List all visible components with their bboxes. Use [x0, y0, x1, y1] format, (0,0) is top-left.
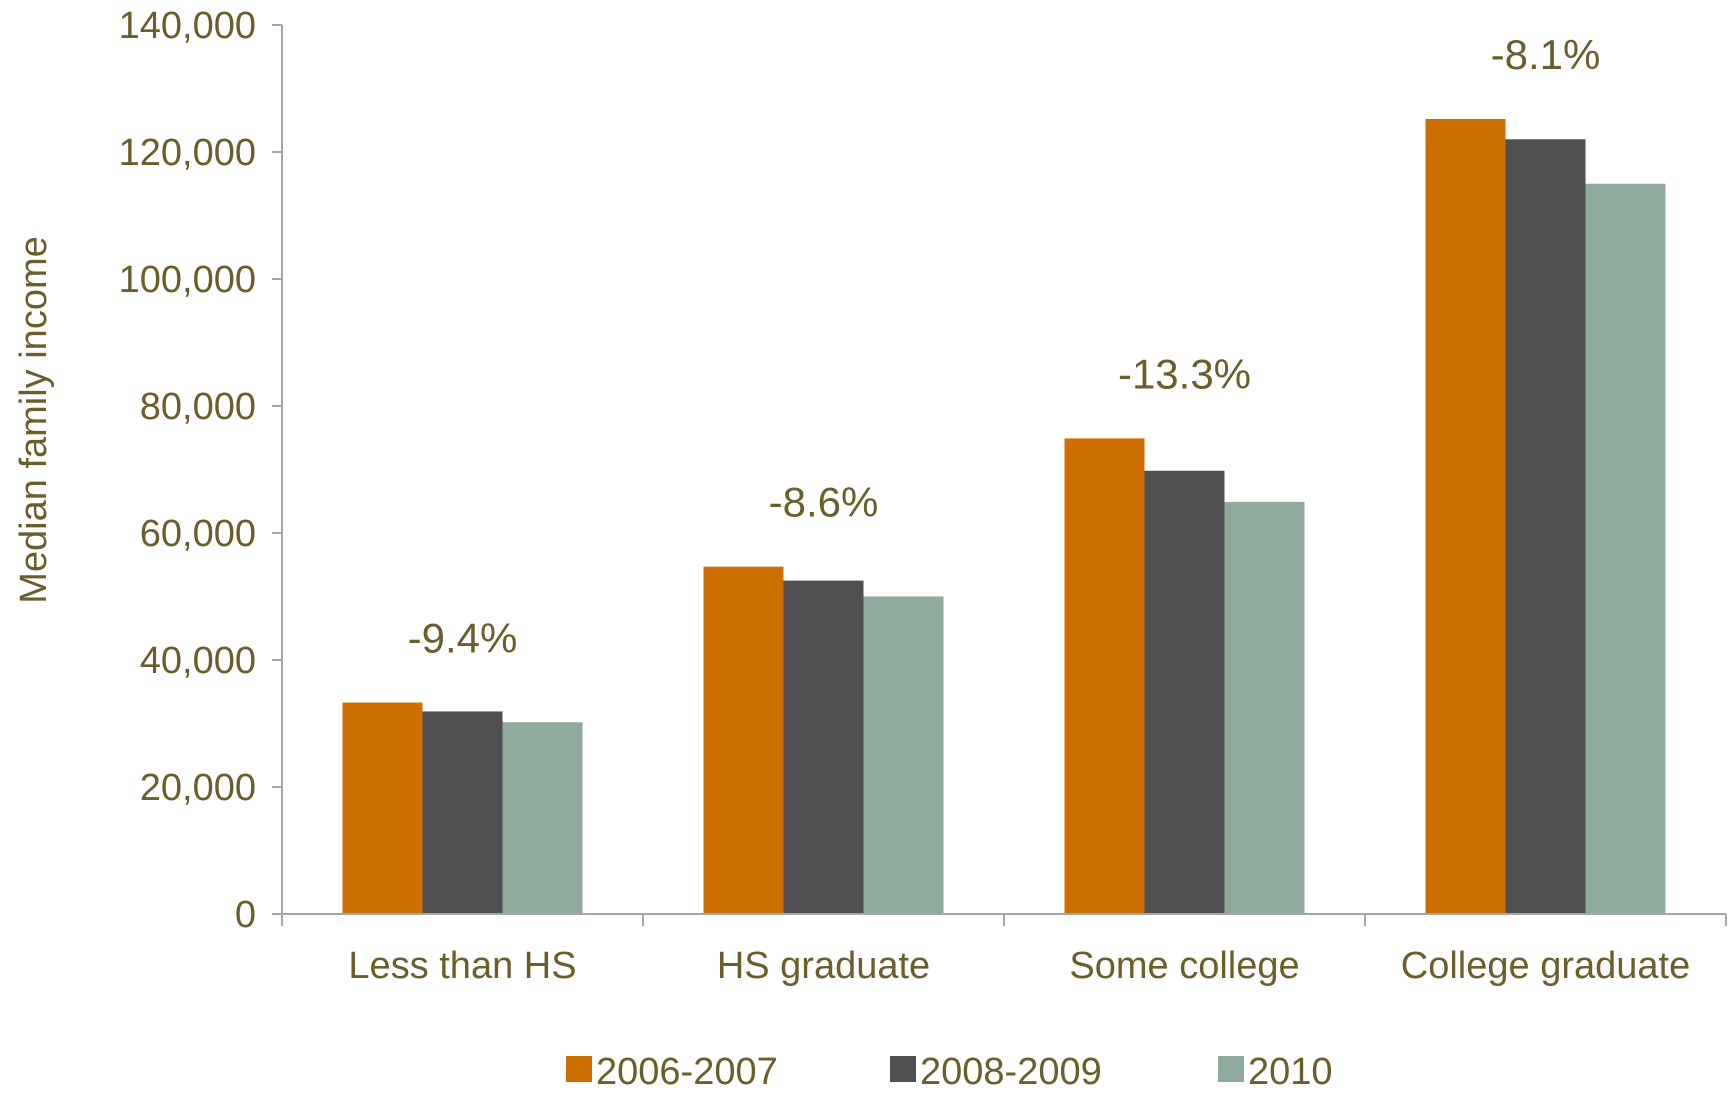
- y-tick-label: 80,000: [140, 386, 256, 428]
- y-axis-ticks: 0 20,000 40,000 60,000 80,000 100,000 120,000 1…: [119, 5, 282, 936]
- bar: [1064, 438, 1145, 914]
- bar: [1505, 139, 1586, 915]
- data-label: -8.6%: [769, 479, 879, 526]
- legend-swatch: [890, 1056, 916, 1082]
- change-annotations: -9.4% -8.6% -13.3% -8.1%: [408, 31, 1601, 662]
- legend-entry: 2006-2007: [596, 1051, 778, 1093]
- axes: [281, 25, 1727, 926]
- y-tick-label: 0: [235, 894, 256, 936]
- legend-swatch: [566, 1056, 592, 1082]
- y-tick-label: 120,000: [119, 132, 256, 174]
- legend-entry: 2010: [1248, 1051, 1333, 1093]
- bar: [422, 711, 503, 914]
- bar: [783, 580, 864, 914]
- bar: [342, 702, 423, 914]
- data-label: -8.1%: [1491, 31, 1601, 78]
- x-tick-label: Less than HS: [348, 945, 576, 987]
- legend: 2006-2007 2008-2009 2010: [566, 1051, 1333, 1093]
- y-tick-label: 60,000: [140, 513, 256, 555]
- legend-entry: 2008-2009: [920, 1051, 1102, 1093]
- x-axis-category-labels: Less than HS HS graduate Some college Colle…: [348, 945, 1690, 987]
- data-label: -13.3%: [1118, 350, 1251, 397]
- bar: [1144, 470, 1225, 914]
- bar: [1425, 118, 1506, 915]
- x-tick-label: College graduate: [1401, 945, 1690, 987]
- y-tick-label: 20,000: [140, 767, 256, 809]
- bar: [703, 566, 784, 914]
- y-tick-label: 140,000: [119, 5, 256, 47]
- bar: [502, 722, 583, 914]
- y-axis-title: Median family income: [13, 236, 55, 603]
- x-tick-label: HS graduate: [717, 945, 930, 987]
- bar: [1585, 183, 1666, 914]
- legend-swatch: [1218, 1056, 1244, 1082]
- bar: [1224, 501, 1305, 914]
- data-label: -9.4%: [408, 615, 518, 662]
- bars: [342, 118, 1666, 915]
- y-tick-label: 40,000: [140, 640, 256, 682]
- x-tick-label: Some college: [1069, 945, 1299, 987]
- y-tick-label: 100,000: [119, 259, 256, 301]
- bar: [863, 596, 944, 914]
